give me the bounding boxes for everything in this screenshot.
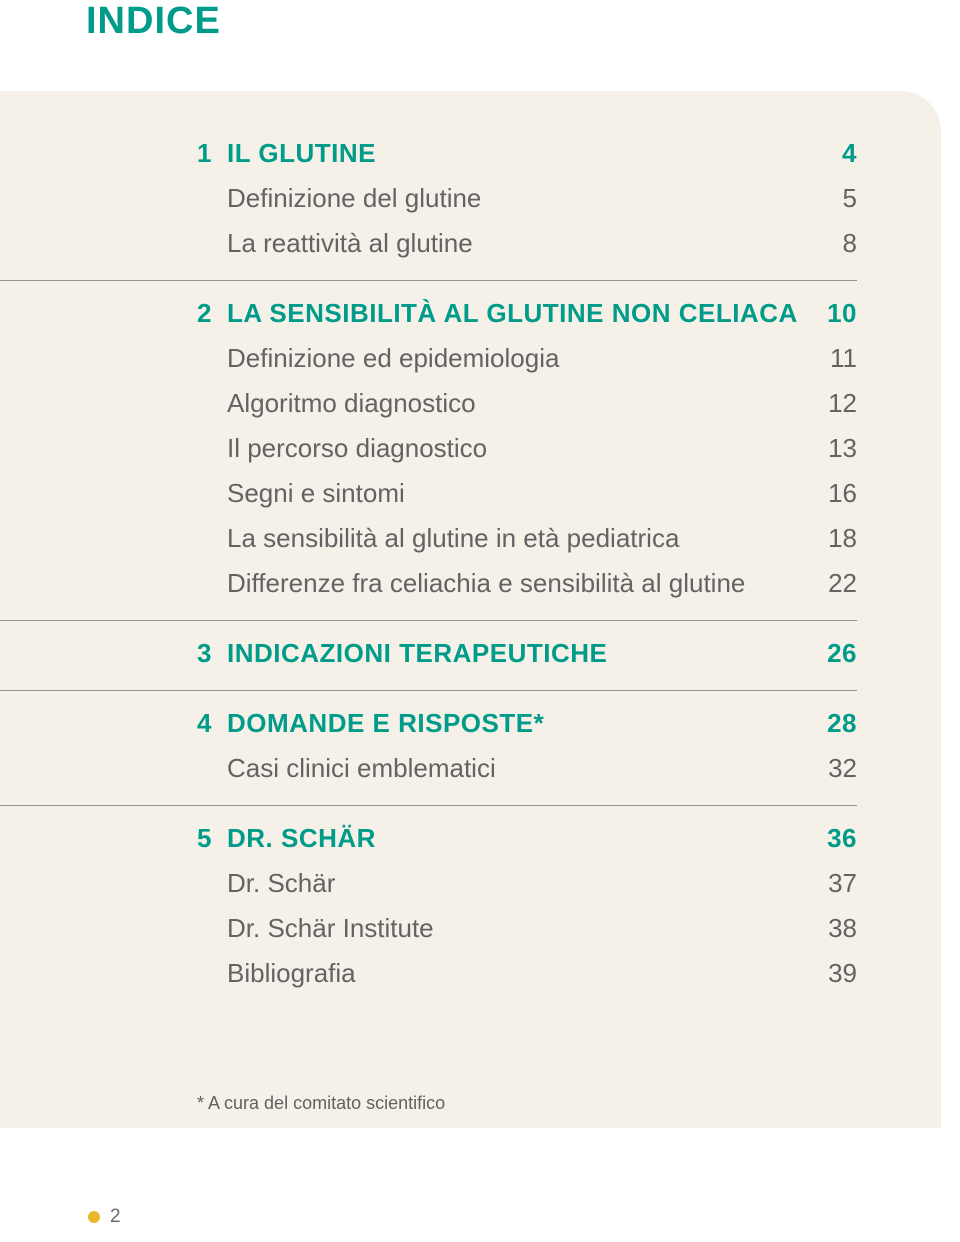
toc-section: 4DOMANDE E RISPOSTE*28	[197, 701, 857, 746]
divider	[0, 805, 857, 806]
toc-label: DR. SCHÄR	[227, 823, 817, 854]
toc-page-number: 26	[817, 638, 857, 669]
toc-subitem: Differenze fra celiachia e sensibilità a…	[197, 561, 857, 606]
section-number: 1	[197, 138, 227, 169]
toc-label: Definizione ed epidemiologia	[197, 343, 817, 374]
section-number: 2	[197, 298, 227, 329]
page-title: INDICE	[86, 0, 221, 43]
table-of-contents: 1IL GLUTINE4Definizione del glutine5La r…	[197, 131, 857, 996]
toc-subitem: Dr. Schär Institute38	[197, 906, 857, 951]
toc-label: DOMANDE E RISPOSTE*	[227, 708, 817, 739]
toc-label: Bibliografia	[197, 958, 817, 989]
toc-label: Il percorso diagnostico	[197, 433, 817, 464]
toc-subitem: Bibliografia39	[197, 951, 857, 996]
toc-page-number: 28	[817, 708, 857, 739]
divider	[0, 620, 857, 621]
toc-subitem: Dr. Schär37	[197, 861, 857, 906]
toc-label: IL GLUTINE	[227, 138, 817, 169]
toc-label: Dr. Schär	[197, 868, 817, 899]
footnote: * A cura del comitato scientifico	[197, 1093, 445, 1114]
toc-subitem: Definizione del glutine5	[197, 176, 857, 221]
toc-label: La sensibilità al glutine in età pediatr…	[197, 523, 817, 554]
toc-label: Algoritmo diagnostico	[197, 388, 817, 419]
toc-label: Dr. Schär Institute	[197, 913, 817, 944]
toc-page-number: 10	[817, 298, 857, 329]
toc-subitem: La reattività al glutine8	[197, 221, 857, 266]
toc-page-number: 38	[817, 913, 857, 944]
toc-label: Differenze fra celiachia e sensibilità a…	[197, 568, 817, 599]
section-number: 3	[197, 638, 227, 669]
toc-page-number: 32	[817, 753, 857, 784]
toc-section: 2LA SENSIBILITÀ AL GLUTINE NON CELIACA10	[197, 291, 857, 336]
divider	[0, 690, 857, 691]
toc-subitem: Algoritmo diagnostico12	[197, 381, 857, 426]
toc-page-number: 13	[817, 433, 857, 464]
toc-page-number: 37	[817, 868, 857, 899]
page-number: 2	[110, 1206, 122, 1228]
section-number: 4	[197, 708, 227, 739]
toc-page-number: 4	[817, 138, 857, 169]
toc-page-number: 39	[817, 958, 857, 989]
toc-label: Segni e sintomi	[197, 478, 817, 509]
toc-page-number: 16	[817, 478, 857, 509]
toc-page-number: 8	[817, 228, 857, 259]
toc-label: Definizione del glutine	[197, 183, 817, 214]
toc-label: Casi clinici emblematici	[197, 753, 817, 784]
toc-section: 1IL GLUTINE4	[197, 131, 857, 176]
toc-page-number: 22	[817, 568, 857, 599]
page: INDICE 1IL GLUTINE4Definizione del gluti…	[0, 0, 960, 1242]
section-number: 5	[197, 823, 227, 854]
toc-subitem: La sensibilità al glutine in età pediatr…	[197, 516, 857, 561]
toc-label: LA SENSIBILITÀ AL GLUTINE NON CELIACA	[227, 298, 817, 329]
page-footer: 2	[88, 1206, 122, 1228]
toc-section: 5DR. SCHÄR36	[197, 816, 857, 861]
toc-subitem: Casi clinici emblematici32	[197, 746, 857, 791]
toc-subitem: Il percorso diagnostico13	[197, 426, 857, 471]
toc-label: INDICAZIONI TERAPEUTICHE	[227, 638, 817, 669]
toc-section: 3INDICAZIONI TERAPEUTICHE26	[197, 631, 857, 676]
toc-subitem: Segni e sintomi16	[197, 471, 857, 516]
toc-page-number: 18	[817, 523, 857, 554]
toc-label: La reattività al glutine	[197, 228, 817, 259]
bullet-icon	[88, 1211, 100, 1223]
toc-page-number: 12	[817, 388, 857, 419]
divider	[0, 280, 857, 281]
toc-page-number: 11	[817, 343, 857, 374]
toc-page-number: 36	[817, 823, 857, 854]
toc-subitem: Definizione ed epidemiologia11	[197, 336, 857, 381]
toc-page-number: 5	[817, 183, 857, 214]
